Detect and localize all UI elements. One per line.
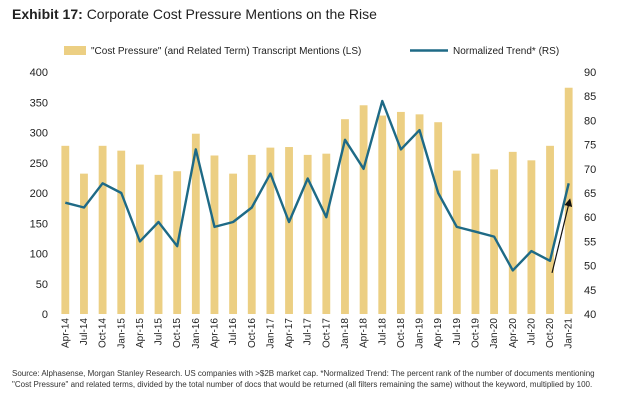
- left-tick-label: 0: [42, 309, 48, 321]
- x-tick-label: Oct-19: [470, 318, 481, 348]
- bar: [452, 170, 461, 314]
- bar: [378, 115, 387, 314]
- x-tick-label: Jan-20: [489, 318, 500, 349]
- right-tick-label: 60: [584, 212, 596, 224]
- bar: [434, 122, 443, 314]
- bar: [396, 111, 405, 315]
- bar: [471, 153, 480, 314]
- legend-bar-swatch: [64, 46, 86, 55]
- x-tick-label: Apr-19: [433, 318, 444, 348]
- bar: [117, 150, 126, 314]
- bar: [61, 145, 70, 314]
- bar-series: [61, 87, 573, 315]
- right-tick-label: 90: [584, 67, 596, 79]
- left-tick-label: 300: [30, 128, 48, 140]
- bar: [341, 119, 349, 314]
- left-tick-label: 350: [30, 97, 48, 109]
- right-axis-ticks: 40 45 50 55 60 65 70 75 80 85 90: [584, 67, 596, 321]
- combo-chart: "Cost Pressure" (and Related Term) Trans…: [30, 46, 596, 349]
- right-tick-label: 50: [584, 261, 596, 273]
- x-tick-label: Jul-18: [377, 318, 388, 346]
- x-tick-label: Jan-16: [191, 318, 202, 349]
- x-tick-label: Jan-17: [265, 318, 276, 349]
- chart-title: Exhibit 17: Corporate Cost Pressure Ment…: [12, 6, 377, 22]
- x-tick-label: Apr-16: [209, 318, 220, 348]
- right-tick-label: 55: [584, 236, 596, 248]
- x-tick-label: Jan-21: [564, 318, 575, 349]
- right-tick-label: 45: [584, 285, 596, 297]
- right-tick-label: 70: [584, 164, 596, 176]
- bar: [490, 169, 499, 314]
- x-tick-label: Jul-19: [452, 318, 463, 346]
- x-tick-label: Apr-14: [60, 318, 71, 348]
- exhibit-label: Exhibit 17:: [12, 6, 83, 22]
- left-tick-label: 150: [30, 218, 48, 230]
- left-tick-label: 100: [30, 249, 48, 261]
- x-tick-label: Oct-15: [172, 318, 183, 348]
- bar: [564, 87, 573, 314]
- x-tick-label: Apr-15: [135, 318, 146, 348]
- left-tick-label: 200: [30, 188, 48, 200]
- x-tick-label: Oct-14: [98, 318, 109, 348]
- bar: [80, 173, 88, 314]
- legend-line-label: Normalized Trend* (RS): [453, 46, 559, 57]
- bar: [229, 173, 238, 314]
- left-axis-ticks: 0 50 100 150 200 250 300 350 400: [30, 67, 48, 321]
- right-tick-label: 65: [584, 188, 596, 200]
- x-tick-label: Jan-15: [116, 318, 127, 349]
- x-tick-label: Jul-14: [79, 318, 90, 346]
- x-tick-label: Oct-18: [396, 318, 407, 348]
- x-tick-label: Apr-17: [284, 318, 295, 348]
- x-tick-label: Oct-17: [321, 318, 332, 348]
- bar: [303, 154, 312, 314]
- arrow-line: [551, 198, 573, 274]
- x-tick-label: Jul-17: [303, 318, 314, 346]
- x-tick-label: Jan-19: [415, 318, 426, 349]
- bar: [98, 145, 107, 314]
- right-tick-label: 85: [584, 91, 596, 103]
- bar: [247, 154, 256, 314]
- bar: [266, 147, 275, 314]
- right-tick-label: 40: [584, 309, 596, 321]
- bar: [210, 155, 219, 314]
- x-tick-label: Jan-18: [340, 318, 351, 349]
- trend-line: [65, 99, 570, 272]
- x-tick-label: Apr-20: [508, 318, 519, 348]
- x-axis-ticks: Apr-14 Jul-14 Oct-14 Jan-15 Apr-15 Jul-15 Oct-…: [60, 318, 574, 349]
- x-tick-label: Jul-16: [228, 318, 239, 346]
- left-tick-label: 250: [30, 158, 48, 170]
- legend: "Cost Pressure" (and Related Term) Trans…: [64, 46, 559, 57]
- trend-arrow: [551, 198, 573, 274]
- left-tick-label: 50: [36, 279, 48, 291]
- bar: [546, 145, 554, 314]
- left-tick-label: 400: [30, 67, 48, 79]
- bar: [359, 105, 368, 315]
- x-tick-label: Oct-20: [545, 318, 556, 348]
- bar: [285, 147, 293, 314]
- right-tick-label: 80: [584, 115, 596, 127]
- bar: [322, 153, 331, 314]
- bar: [415, 114, 424, 314]
- x-tick-label: Apr-18: [359, 318, 370, 348]
- x-tick-label: Oct-16: [247, 318, 258, 348]
- source-note: Source: Alphasense, Morgan Stanley Resea…: [12, 369, 595, 389]
- bar: [191, 133, 200, 314]
- x-tick-label: Jul-15: [154, 318, 165, 346]
- bar: [154, 174, 163, 314]
- right-tick-label: 75: [584, 140, 596, 152]
- bar: [527, 160, 536, 314]
- title-text: Corporate Cost Pressure Mentions on the …: [86, 6, 377, 22]
- legend-bar-label: "Cost Pressure" (and Related Term) Trans…: [91, 46, 361, 57]
- line-series: [65, 99, 570, 272]
- bar: [508, 151, 517, 314]
- x-tick-label: Jul-20: [526, 318, 537, 346]
